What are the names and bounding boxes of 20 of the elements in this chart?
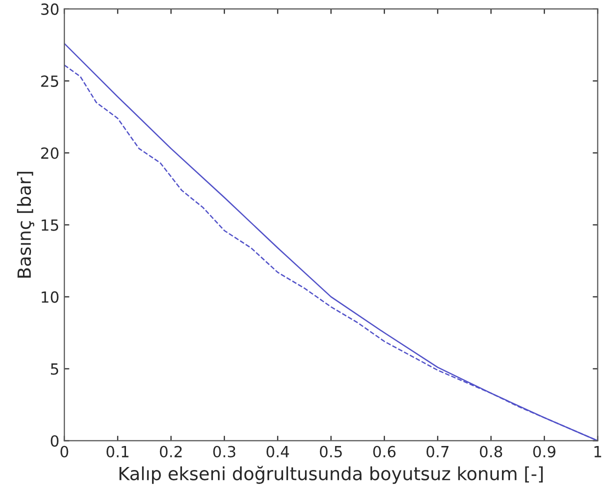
- x-tick-label: 0.4: [266, 446, 289, 458]
- y-tick-label: 25: [41, 75, 58, 87]
- x-axis-title: Kalıp ekseni doğrultusunda boyutsuz konum [-]: [120, 466, 543, 484]
- y-tick-label: 15: [42, 220, 58, 231]
- x-tick-label: 0.3: [213, 446, 236, 458]
- y-tick-label: 30: [41, 3, 58, 15]
- x-tick-label: 0.2: [160, 446, 182, 458]
- y-tick-label: 10: [42, 291, 58, 303]
- y-tick-label: 0: [50, 435, 58, 447]
- x-tick-label: 1: [594, 446, 602, 458]
- x-tick-label: 0.8: [480, 446, 502, 458]
- x-tick-label: 0.5: [320, 446, 342, 458]
- y-axis-title: Basınç [bar]: [17, 172, 34, 278]
- y-tick-label: 5: [50, 363, 58, 375]
- x-tick-label: 0.9: [533, 446, 556, 458]
- x-tick-label: 0.7: [426, 446, 449, 458]
- x-tick-label: 0.1: [106, 446, 128, 458]
- y-tick-label: 20: [41, 147, 58, 159]
- x-tick-label: 0.6: [373, 446, 396, 458]
- x-tick-label: 0: [60, 446, 68, 458]
